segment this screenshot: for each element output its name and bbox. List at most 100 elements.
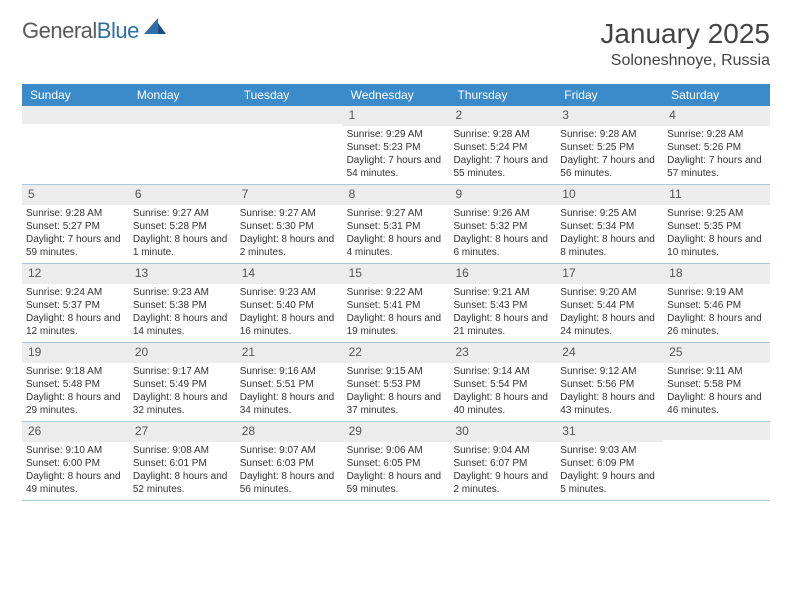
day-body: Sunrise: 9:27 AMSunset: 5:28 PMDaylight:… <box>129 205 236 263</box>
day-number: 22 <box>343 343 450 363</box>
daylight-text: Daylight: 7 hours and 59 minutes. <box>26 233 125 259</box>
sunset-text: Sunset: 6:03 PM <box>240 457 339 470</box>
sunset-text: Sunset: 6:00 PM <box>26 457 125 470</box>
day-number: 2 <box>449 106 556 126</box>
day-number: 26 <box>22 422 129 442</box>
sunrise-text: Sunrise: 9:15 AM <box>347 365 446 378</box>
weekday-cell: Wednesday <box>343 84 450 106</box>
sunset-text: Sunset: 5:56 PM <box>560 378 659 391</box>
day-body: Sunrise: 9:07 AMSunset: 6:03 PMDaylight:… <box>236 442 343 500</box>
day-body: Sunrise: 9:18 AMSunset: 5:48 PMDaylight:… <box>22 363 129 421</box>
day-number: 3 <box>556 106 663 126</box>
sunrise-text: Sunrise: 9:23 AM <box>240 286 339 299</box>
weeks-container: 1Sunrise: 9:29 AMSunset: 5:23 PMDaylight… <box>22 106 770 501</box>
week-row: 1Sunrise: 9:29 AMSunset: 5:23 PMDaylight… <box>22 106 770 185</box>
day-cell <box>663 422 770 500</box>
sunset-text: Sunset: 5:27 PM <box>26 220 125 233</box>
day-number <box>236 106 343 124</box>
sunset-text: Sunset: 5:34 PM <box>560 220 659 233</box>
sunrise-text: Sunrise: 9:18 AM <box>26 365 125 378</box>
day-number: 23 <box>449 343 556 363</box>
day-cell: 21Sunrise: 9:16 AMSunset: 5:51 PMDayligh… <box>236 343 343 421</box>
daylight-text: Daylight: 8 hours and 10 minutes. <box>667 233 766 259</box>
day-cell: 13Sunrise: 9:23 AMSunset: 5:38 PMDayligh… <box>129 264 236 342</box>
daylight-text: Daylight: 8 hours and 52 minutes. <box>133 470 232 496</box>
sunrise-text: Sunrise: 9:27 AM <box>133 207 232 220</box>
sunset-text: Sunset: 5:24 PM <box>453 141 552 154</box>
day-number: 29 <box>343 422 450 442</box>
logo-text: GeneralBlue <box>22 18 139 44</box>
sunset-text: Sunset: 5:53 PM <box>347 378 446 391</box>
day-body: Sunrise: 9:17 AMSunset: 5:49 PMDaylight:… <box>129 363 236 421</box>
sunrise-text: Sunrise: 9:06 AM <box>347 444 446 457</box>
day-number: 17 <box>556 264 663 284</box>
daylight-text: Daylight: 8 hours and 34 minutes. <box>240 391 339 417</box>
day-body: Sunrise: 9:15 AMSunset: 5:53 PMDaylight:… <box>343 363 450 421</box>
sunset-text: Sunset: 5:44 PM <box>560 299 659 312</box>
sunset-text: Sunset: 6:09 PM <box>560 457 659 470</box>
sunset-text: Sunset: 5:58 PM <box>667 378 766 391</box>
day-body: Sunrise: 9:24 AMSunset: 5:37 PMDaylight:… <box>22 284 129 342</box>
day-cell: 27Sunrise: 9:08 AMSunset: 6:01 PMDayligh… <box>129 422 236 500</box>
day-number <box>129 106 236 124</box>
day-cell: 26Sunrise: 9:10 AMSunset: 6:00 PMDayligh… <box>22 422 129 500</box>
logo: GeneralBlue <box>22 18 166 44</box>
sunrise-text: Sunrise: 9:14 AM <box>453 365 552 378</box>
weekday-cell: Tuesday <box>236 84 343 106</box>
sunrise-text: Sunrise: 9:28 AM <box>667 128 766 141</box>
daylight-text: Daylight: 9 hours and 2 minutes. <box>453 470 552 496</box>
day-cell: 20Sunrise: 9:17 AMSunset: 5:49 PMDayligh… <box>129 343 236 421</box>
day-cell: 25Sunrise: 9:11 AMSunset: 5:58 PMDayligh… <box>663 343 770 421</box>
day-number: 8 <box>343 185 450 205</box>
daylight-text: Daylight: 8 hours and 37 minutes. <box>347 391 446 417</box>
daylight-text: Daylight: 8 hours and 12 minutes. <box>26 312 125 338</box>
day-body: Sunrise: 9:26 AMSunset: 5:32 PMDaylight:… <box>449 205 556 263</box>
sunset-text: Sunset: 5:40 PM <box>240 299 339 312</box>
sunrise-text: Sunrise: 9:03 AM <box>560 444 659 457</box>
calendar: Sunday Monday Tuesday Wednesday Thursday… <box>22 84 770 501</box>
day-body: Sunrise: 9:28 AMSunset: 5:24 PMDaylight:… <box>449 126 556 184</box>
day-body: Sunrise: 9:23 AMSunset: 5:38 PMDaylight:… <box>129 284 236 342</box>
sunrise-text: Sunrise: 9:21 AM <box>453 286 552 299</box>
sunrise-text: Sunrise: 9:22 AM <box>347 286 446 299</box>
weekday-cell: Friday <box>556 84 663 106</box>
sunrise-text: Sunrise: 9:16 AM <box>240 365 339 378</box>
day-body: Sunrise: 9:10 AMSunset: 6:00 PMDaylight:… <box>22 442 129 500</box>
week-row: 5Sunrise: 9:28 AMSunset: 5:27 PMDaylight… <box>22 185 770 264</box>
day-body: Sunrise: 9:21 AMSunset: 5:43 PMDaylight:… <box>449 284 556 342</box>
sunset-text: Sunset: 5:38 PM <box>133 299 232 312</box>
day-number: 24 <box>556 343 663 363</box>
daylight-text: Daylight: 8 hours and 59 minutes. <box>347 470 446 496</box>
sunrise-text: Sunrise: 9:27 AM <box>240 207 339 220</box>
daylight-text: Daylight: 8 hours and 29 minutes. <box>26 391 125 417</box>
sunset-text: Sunset: 5:25 PM <box>560 141 659 154</box>
daylight-text: Daylight: 8 hours and 49 minutes. <box>26 470 125 496</box>
sunset-text: Sunset: 5:41 PM <box>347 299 446 312</box>
day-number: 6 <box>129 185 236 205</box>
daylight-text: Daylight: 8 hours and 6 minutes. <box>453 233 552 259</box>
day-cell: 15Sunrise: 9:22 AMSunset: 5:41 PMDayligh… <box>343 264 450 342</box>
day-cell: 28Sunrise: 9:07 AMSunset: 6:03 PMDayligh… <box>236 422 343 500</box>
sunrise-text: Sunrise: 9:25 AM <box>560 207 659 220</box>
sunset-text: Sunset: 6:07 PM <box>453 457 552 470</box>
day-cell: 4Sunrise: 9:28 AMSunset: 5:26 PMDaylight… <box>663 106 770 184</box>
daylight-text: Daylight: 8 hours and 19 minutes. <box>347 312 446 338</box>
weekday-cell: Sunday <box>22 84 129 106</box>
daylight-text: Daylight: 8 hours and 1 minute. <box>133 233 232 259</box>
sunset-text: Sunset: 5:31 PM <box>347 220 446 233</box>
day-number: 28 <box>236 422 343 442</box>
day-number: 19 <box>22 343 129 363</box>
day-number: 27 <box>129 422 236 442</box>
day-cell: 23Sunrise: 9:14 AMSunset: 5:54 PMDayligh… <box>449 343 556 421</box>
day-number: 13 <box>129 264 236 284</box>
day-number: 4 <box>663 106 770 126</box>
day-cell: 9Sunrise: 9:26 AMSunset: 5:32 PMDaylight… <box>449 185 556 263</box>
day-body: Sunrise: 9:04 AMSunset: 6:07 PMDaylight:… <box>449 442 556 500</box>
day-number: 5 <box>22 185 129 205</box>
daylight-text: Daylight: 8 hours and 56 minutes. <box>240 470 339 496</box>
location: Soloneshnoye, Russia <box>600 52 770 70</box>
day-number: 25 <box>663 343 770 363</box>
day-cell: 2Sunrise: 9:28 AMSunset: 5:24 PMDaylight… <box>449 106 556 184</box>
daylight-text: Daylight: 7 hours and 57 minutes. <box>667 154 766 180</box>
weekday-header-row: Sunday Monday Tuesday Wednesday Thursday… <box>22 84 770 106</box>
